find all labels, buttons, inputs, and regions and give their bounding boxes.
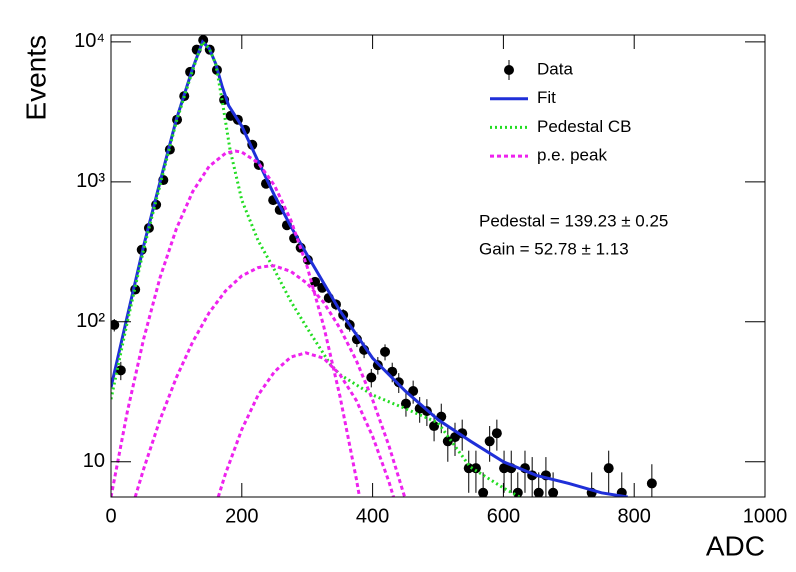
legend-label: Fit [537,88,556,107]
data-point [115,365,126,376]
legend-marker [504,65,514,75]
x-tick-label: 400 [356,505,389,527]
x-tick-label: 200 [225,505,258,527]
x-axis-title: ADC [706,530,765,561]
data-point [491,428,502,439]
curve [111,39,521,497]
frame [110,34,766,498]
y-tick-label: 10² [76,310,105,332]
data-point [478,487,489,497]
data-point [463,463,474,474]
annotation: Pedestal = 139.23 ± 0.25 [479,211,668,230]
curve [133,264,407,497]
data-point [603,463,614,474]
legend-label: p.e. peak [537,146,607,165]
legend-label: Data [537,59,573,78]
curve [216,351,395,497]
y-tick-label: 10³ [76,170,105,192]
data-point [310,276,321,287]
data-point [484,436,495,447]
data-point [548,487,559,497]
annotation: Gain = 52.78 ± 1.13 [479,239,629,258]
plot-area [111,35,657,497]
x-tick-label: 1000 [743,505,788,527]
data-point [366,372,377,383]
y-axis-title: Events [20,35,51,121]
data-point [380,346,391,357]
data-point [470,463,481,474]
data-point [429,421,440,432]
curve [111,149,361,497]
data-point [393,377,404,388]
y-tick-label: 10 [83,450,105,472]
x-tick-label: 600 [487,505,520,527]
legend-label: Pedestal CB [537,117,632,136]
data-point [111,319,120,330]
x-tick-label: 800 [618,505,651,527]
data-point [408,386,419,397]
data-point [499,463,510,474]
x-tick-label: 0 [105,505,116,527]
data-point [512,487,523,497]
y-tick-label: 10⁴ [74,30,105,52]
data-point [646,478,657,489]
data-point [533,487,544,497]
